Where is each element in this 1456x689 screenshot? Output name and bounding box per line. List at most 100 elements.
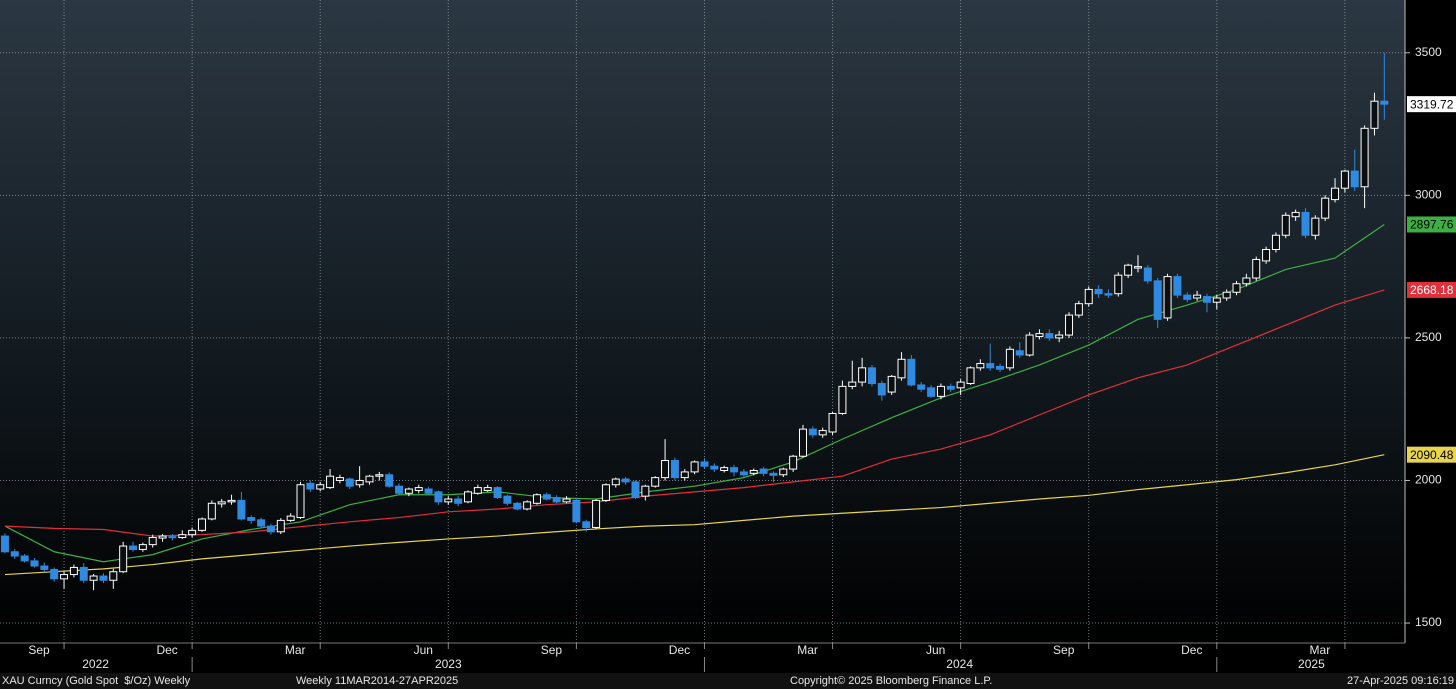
year-label: 2024 (946, 657, 973, 671)
last-price-label: 3319.72 (1410, 97, 1454, 111)
candle-body (818, 430, 827, 436)
candle-body (1370, 100, 1379, 129)
candle-body (907, 358, 916, 386)
candle-body (651, 477, 660, 487)
candle-body (89, 575, 98, 581)
candle-body (700, 461, 709, 467)
footer-subtitle: Weekly 11MAR2014-27APR2025 (296, 675, 458, 687)
x-tick-label: Sep (1053, 643, 1075, 657)
candle-body (996, 365, 1005, 370)
candle-body (109, 571, 118, 581)
candle-body (1271, 234, 1280, 251)
candle-body (148, 536, 157, 546)
candle-body (848, 381, 857, 387)
candle-body (227, 499, 236, 503)
candle-body (828, 412, 837, 433)
candle-body (434, 491, 443, 503)
candle-body (207, 502, 216, 520)
plot-background (0, 0, 1405, 643)
candle-body (316, 484, 325, 490)
candle-body (1015, 350, 1024, 356)
candle-body (661, 460, 670, 479)
last-price-label-box (1407, 96, 1456, 113)
candle-body (532, 494, 541, 504)
x-tick-label: Mar (285, 643, 306, 657)
candle-body (60, 574, 69, 580)
candle-body (99, 575, 108, 581)
candle-body (306, 482, 315, 490)
candle-body (1340, 170, 1349, 189)
candle-body (0, 535, 9, 553)
moving-average-label-box (1407, 446, 1456, 463)
candle-body (197, 518, 206, 531)
candle-body (1074, 303, 1083, 316)
candle-body (611, 478, 620, 486)
candle-body (789, 455, 798, 470)
candle-body (1173, 276, 1182, 296)
year-label: 2023 (435, 657, 462, 671)
candle-body (513, 502, 522, 510)
candle-body (1025, 334, 1034, 356)
y-tick-label: 3500 (1415, 45, 1442, 59)
candle-body (1143, 267, 1152, 282)
year-label: 2022 (82, 657, 109, 671)
moving-average-label-box (1407, 281, 1456, 298)
candle-body (798, 428, 807, 457)
candle-body (414, 487, 423, 491)
candle-body (1202, 296, 1211, 303)
candle-body (483, 487, 492, 491)
candle-body (592, 499, 601, 529)
candle-body (1094, 288, 1103, 295)
candle-body (266, 525, 275, 533)
candle-body (631, 481, 640, 499)
candle-body (158, 535, 167, 539)
y-tick-label: 2500 (1415, 330, 1442, 344)
candle-body (503, 495, 512, 504)
candle-body (1104, 293, 1113, 296)
candle-body (1124, 264, 1133, 276)
candle-body (1281, 214, 1290, 236)
candle-body (473, 487, 482, 494)
y-tick-label: 3000 (1415, 187, 1442, 201)
candle-body (749, 469, 758, 474)
candle-body (601, 484, 610, 501)
candle-body (276, 519, 285, 533)
candle-body (10, 551, 19, 557)
candle-body (424, 488, 433, 494)
candle-body (40, 565, 49, 570)
footer-timestamp: 27-Apr-2025 09:16:19 (1347, 675, 1454, 687)
candle-body (335, 477, 344, 481)
candle-body (178, 534, 187, 538)
candle-body (1133, 266, 1142, 269)
candle-body (887, 375, 896, 393)
candle-body (720, 467, 729, 471)
candle-body (30, 560, 39, 567)
candle-body (1252, 258, 1261, 279)
candle-body (345, 478, 354, 487)
candle-body (759, 468, 768, 474)
candle-body (395, 485, 404, 494)
candle-body (946, 385, 955, 390)
candle-body (582, 521, 591, 529)
candle-body (1084, 288, 1093, 305)
x-tick-label: Dec (1181, 643, 1202, 657)
footer-copyright: Copyright© 2025 Bloomberg Finance L.P. (790, 675, 992, 687)
candle-body (188, 529, 197, 536)
candle-body (710, 465, 719, 470)
x-tick-label: Dec (669, 643, 690, 657)
candle-body (464, 491, 473, 503)
candle-body (1262, 249, 1271, 262)
x-tick-label: Jun (414, 643, 433, 657)
candle-body (286, 515, 295, 521)
candle-body (355, 479, 364, 486)
candle-body (867, 367, 876, 385)
x-tick-label: Jun (926, 643, 945, 657)
x-tick-label: Sep (541, 643, 563, 657)
x-tick-label: Mar (797, 643, 818, 657)
candle-body (129, 545, 138, 550)
candle-body (1242, 277, 1251, 285)
candle-body (917, 384, 926, 390)
candle-body (69, 566, 78, 576)
